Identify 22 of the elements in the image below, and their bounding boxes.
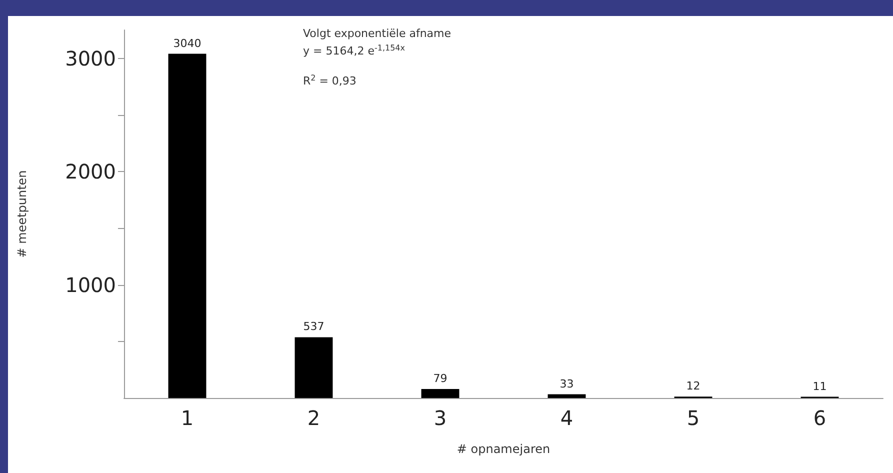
bar (548, 394, 586, 398)
annotation: Volgt exponentiële afname (303, 27, 452, 40)
data-label: 33 (560, 377, 574, 390)
data-label: 11 (812, 380, 827, 393)
bar (168, 54, 206, 398)
x-tick-label: 5 (686, 406, 700, 430)
y-tick-label: 1000 (65, 272, 116, 297)
data-label: 3040 (173, 36, 202, 50)
y-tick-label: 2000 (65, 160, 116, 184)
x-tick-label: 2 (307, 406, 320, 430)
data-label: 79 (433, 372, 448, 386)
x-tick-label: 6 (813, 406, 826, 430)
x-tick-label: 3 (434, 406, 447, 430)
bar (294, 337, 333, 398)
y-axis-title: # meetpunten (15, 170, 29, 258)
data-label: 12 (686, 380, 700, 393)
y-tick-label: 3000 (65, 46, 116, 70)
x-tick-label: 4 (560, 406, 574, 430)
x-tick-label: 1 (180, 406, 194, 430)
bar (421, 389, 460, 398)
x-axis-title: # opnamejaren (456, 442, 550, 456)
data-label: 537 (303, 320, 324, 334)
